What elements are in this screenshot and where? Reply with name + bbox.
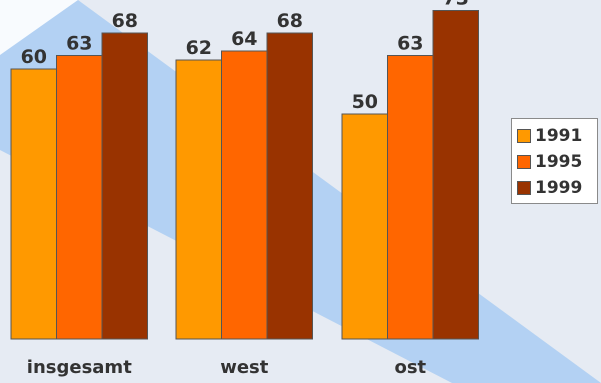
legend-item-1995: 1995 (517, 149, 594, 175)
legend-item-1999: 1999 (517, 175, 594, 201)
value-label-ost-1995: 63 (397, 33, 423, 55)
legend-swatch-1995 (517, 155, 531, 169)
category-label-ost: ost (394, 357, 426, 378)
legend-label-1995: 1995 (535, 152, 583, 172)
legend-label-1991: 1991 (535, 126, 583, 146)
legend-item-1991: 1991 (517, 123, 594, 149)
bar-ost-1999 (432, 10, 479, 340)
legend-label-1999: 1999 (535, 178, 583, 198)
bar-ost-1991 (341, 113, 388, 340)
legend: 1991 1995 1999 (511, 118, 598, 204)
value-label-west-1995: 64 (231, 28, 257, 50)
bar-ost-1995 (387, 55, 434, 340)
category-label-west: west (220, 357, 269, 378)
background-corner-light (0, 0, 78, 55)
bar-west-1991 (175, 59, 222, 340)
bar-west-1999 (266, 32, 313, 340)
value-label-ost-1991: 50 (352, 91, 378, 113)
value-label-west-1999: 68 (277, 10, 303, 32)
bar-insgesamt-1999 (101, 32, 148, 340)
bar-insgesamt-1991 (10, 68, 57, 340)
value-label-west-1991: 62 (186, 37, 212, 59)
category-labels-group: insgesamt west ost (27, 357, 427, 378)
value-labels-group: 60 63 68 62 64 68 50 63 73 (21, 0, 469, 113)
bar-west-1995 (221, 50, 268, 340)
legend-swatch-1991 (517, 129, 531, 143)
value-label-ost-1999: 73 (443, 0, 469, 10)
bars-group (10, 10, 479, 340)
bar-insgesamt-1995 (56, 55, 103, 340)
value-label-insgesamt-1991: 60 (21, 46, 47, 68)
value-label-insgesamt-1999: 68 (112, 10, 138, 32)
category-label-insgesamt: insgesamt (27, 357, 132, 378)
value-label-insgesamt-1995: 63 (66, 33, 92, 55)
legend-swatch-1999 (517, 181, 531, 195)
